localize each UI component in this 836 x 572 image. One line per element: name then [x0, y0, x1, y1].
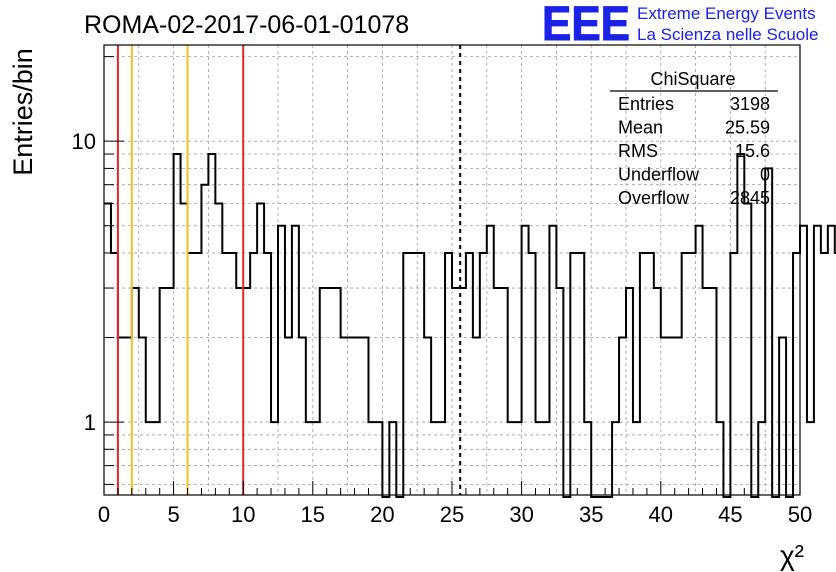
- stats-label: Entries: [618, 94, 674, 114]
- x-tick-label: 10: [231, 502, 255, 527]
- stats-label: Overflow: [618, 188, 690, 208]
- stats-value: 25.59: [725, 118, 770, 138]
- x-tick-label: 25: [440, 502, 464, 527]
- x-tick-label: 30: [509, 502, 533, 527]
- stats-value: 0: [760, 165, 770, 185]
- histogram-bars: [104, 153, 836, 498]
- stats-label: Mean: [618, 118, 663, 138]
- x-tick-label: 20: [370, 502, 394, 527]
- x-tick-label: 35: [579, 502, 603, 527]
- x-tick-label: 45: [718, 502, 742, 527]
- stats-title: ChiSquare: [650, 69, 735, 89]
- stats-value: 15.6: [735, 141, 770, 161]
- x-tick-label: 15: [301, 502, 325, 527]
- logo-line-2: La Scienza nelle Scuole: [637, 25, 818, 44]
- stats-rows: Entries 3198 Mean 25.59 RMS 15.6 Underflow 0 Ove…: [618, 94, 770, 208]
- x-tick-label: 50: [788, 502, 812, 527]
- stats-value: 3198: [730, 94, 770, 114]
- x-tick-label: 0: [98, 502, 110, 527]
- histogram-outline: [104, 153, 836, 498]
- y-axis-label: Entries/bin: [8, 48, 38, 176]
- stats-value: 2845: [730, 188, 770, 208]
- stats-label: RMS: [618, 141, 658, 161]
- chart-title: ROMA-02-2017-06-01-01078: [84, 11, 409, 39]
- x-tick-label: 40: [649, 502, 673, 527]
- x-tick-label: 5: [167, 502, 179, 527]
- logo-mark: EEE: [542, 0, 630, 51]
- stats-box: ChiSquare Entries 3198 Mean 25.59 RMS 15.6 Und…: [610, 69, 778, 208]
- logo-line-1: Extreme Energy Events: [637, 4, 816, 23]
- eee-logo: EEE Extreme Energy Events La Scienza nel…: [542, 0, 819, 52]
- axis-ticks: 0 5 10 15 20 25 30 35 40 45 50 1 10: [72, 56, 812, 527]
- marker-lines: [116, 45, 462, 495]
- y-tick-label: 1: [84, 410, 96, 435]
- stats-label: Underflow: [618, 165, 700, 185]
- x-axis-label: χ²: [780, 540, 804, 571]
- y-tick-label: 10: [72, 129, 96, 154]
